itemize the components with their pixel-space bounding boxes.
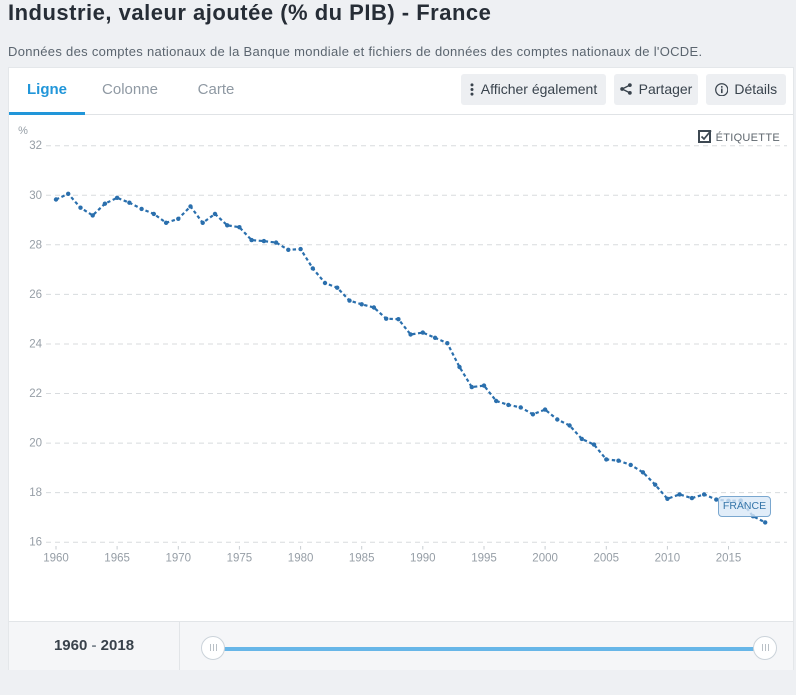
svg-text:24: 24 <box>29 339 42 351</box>
svg-text:1960: 1960 <box>43 553 69 565</box>
svg-text:28: 28 <box>29 239 42 251</box>
svg-text:30: 30 <box>29 190 42 202</box>
svg-text:26: 26 <box>29 289 42 301</box>
svg-text:2005: 2005 <box>594 553 620 565</box>
svg-text:20: 20 <box>29 438 42 450</box>
svg-text:1980: 1980 <box>288 553 314 565</box>
svg-text:2010: 2010 <box>655 553 681 565</box>
svg-text:1990: 1990 <box>410 553 436 565</box>
svg-text:32: 32 <box>29 140 42 152</box>
svg-text:1965: 1965 <box>104 553 130 565</box>
svg-text:1995: 1995 <box>471 553 497 565</box>
svg-text:1975: 1975 <box>227 553 253 565</box>
svg-text:22: 22 <box>29 388 42 400</box>
svg-text:%: % <box>18 125 28 137</box>
svg-text:2000: 2000 <box>532 553 558 565</box>
svg-text:1970: 1970 <box>166 553 192 565</box>
svg-text:2015: 2015 <box>716 553 742 565</box>
svg-text:16: 16 <box>29 537 42 549</box>
svg-text:1985: 1985 <box>349 553 375 565</box>
svg-text:18: 18 <box>29 487 42 499</box>
